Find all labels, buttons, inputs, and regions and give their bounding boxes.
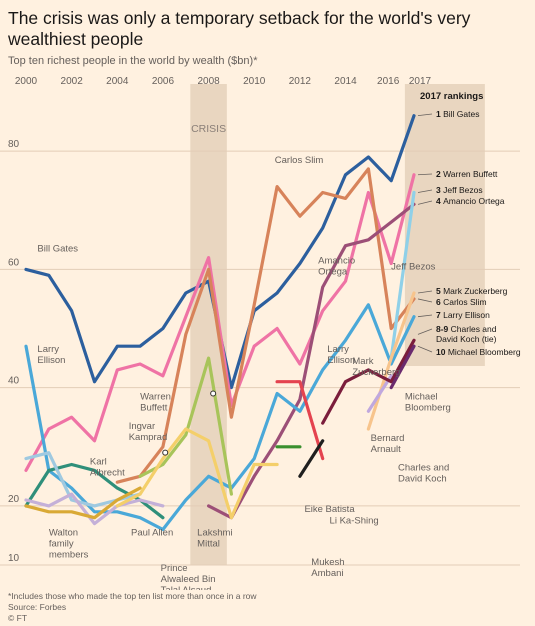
annotation-label: Bernard Arnault: [371, 433, 405, 455]
x-tick-label: 2014: [334, 76, 357, 87]
annotation-label: Lakshmi Mittal: [197, 527, 232, 549]
annotation-label: Carlos Slim: [275, 155, 324, 166]
line-chart: CRISIS 10 20 40 60 80 2000 2002 2004 2006 2008 2010…: [0, 76, 521, 590]
chart-subtitle: Top ten richest people in the world by w…: [8, 55, 258, 67]
annotation-label: Larry Ellison: [327, 344, 355, 366]
x-tick-label: 2016: [377, 76, 400, 87]
crisis-label: CRISIS: [191, 123, 226, 135]
marker-dot: [210, 390, 217, 397]
annotation-label: Larry Ellison: [37, 344, 65, 366]
ranking-item: 8-9 Charles and David Koch (tie): [436, 324, 497, 344]
ranking-leader: [417, 328, 433, 335]
x-tick-label: 2017: [409, 76, 432, 87]
series-line: [115, 167, 416, 484]
x-tick-label: 2010: [243, 76, 266, 87]
x-tick-label: 2006: [152, 76, 175, 87]
series-line: [275, 380, 325, 461]
annotation-label: Mark Zuckerberg: [352, 356, 400, 378]
ranking-item: 2 Warren Buffett: [436, 169, 498, 179]
annotation-label: Eike Batista: [304, 504, 355, 515]
ranking-item: 5 Mark Zuckerberg: [436, 286, 508, 296]
footnote-source: Source: Forbes: [8, 602, 67, 612]
ranking-leader: [417, 345, 433, 353]
series-line: [207, 202, 416, 520]
series-line: [115, 427, 279, 520]
ranking-leader: [417, 113, 433, 117]
annotation-label: Jeff Bezos: [391, 261, 435, 272]
y-tick-label: 20: [8, 494, 20, 505]
footnote-copyright: © FT: [8, 613, 28, 623]
annotation-label: Bill Gates: [37, 244, 78, 255]
annotation-label: Mukesh Ambani: [311, 557, 344, 579]
series-line: [389, 344, 416, 390]
rankings-title: 2017 rankings: [420, 91, 483, 102]
series-line: [24, 486, 142, 520]
x-tick-label: 2008: [197, 76, 220, 87]
marker-dot: [162, 449, 169, 456]
ranking-leader: [417, 173, 433, 176]
chart-title: The crisis was only a temporary setback …: [8, 8, 471, 49]
annotation-label: Walton family members: [49, 527, 89, 560]
annotation-label: Warren Buffett: [140, 391, 171, 413]
annotation-label: Amancio Ortega: [318, 255, 355, 277]
ranking-leader: [417, 200, 433, 205]
ranking-item: 1 Bill Gates: [436, 109, 479, 119]
annotation-label: Charles and David Koch: [398, 462, 449, 484]
annotation-label: Karl Albrecht: [90, 456, 125, 478]
series-line: [366, 291, 416, 431]
x-tick-label: 2000: [15, 76, 38, 87]
ranking-item: 4 Amancio Ortega: [436, 196, 505, 206]
ranking-leader: [417, 298, 433, 303]
ranking-item: 6 Carlos Slim: [436, 297, 487, 307]
annotation-label: Li Ka-Shing: [330, 516, 379, 527]
x-tick-label: 2002: [61, 76, 84, 87]
ranking-item: 10 Michael Bloomberg: [436, 347, 521, 357]
y-tick-label: 80: [8, 139, 20, 150]
footnote: *Includes those who made the top ten lis…: [8, 591, 257, 624]
y-tick-label: 60: [8, 257, 20, 268]
series-line: [389, 190, 416, 360]
crisis-band: [190, 84, 227, 565]
x-tick-label: 2004: [106, 76, 129, 87]
annotation-label: Paul Allen: [131, 527, 173, 538]
ranking-leader: [417, 314, 433, 318]
ranking-item: 3 Jeff Bezos: [436, 185, 483, 195]
ranking-leader: [417, 189, 433, 193]
x-tick-label: 2012: [289, 76, 312, 87]
series-line: [298, 439, 325, 478]
footnote-note: *Includes those who made the top ten lis…: [8, 591, 257, 601]
series-line: [24, 492, 165, 526]
annotation-label: Michael Bloomberg: [405, 391, 451, 413]
annotation-label: Ingvar Kamprad: [129, 421, 168, 443]
ranking-item: 7 Larry Ellison: [436, 310, 490, 320]
y-tick-label: 40: [8, 376, 20, 387]
ranking-leader: [417, 290, 433, 294]
series-line: [321, 338, 416, 425]
y-tick-label: 10: [8, 553, 20, 564]
series-line: [24, 173, 416, 472]
series-line: [366, 374, 393, 413]
rankings-panel: [404, 84, 485, 366]
